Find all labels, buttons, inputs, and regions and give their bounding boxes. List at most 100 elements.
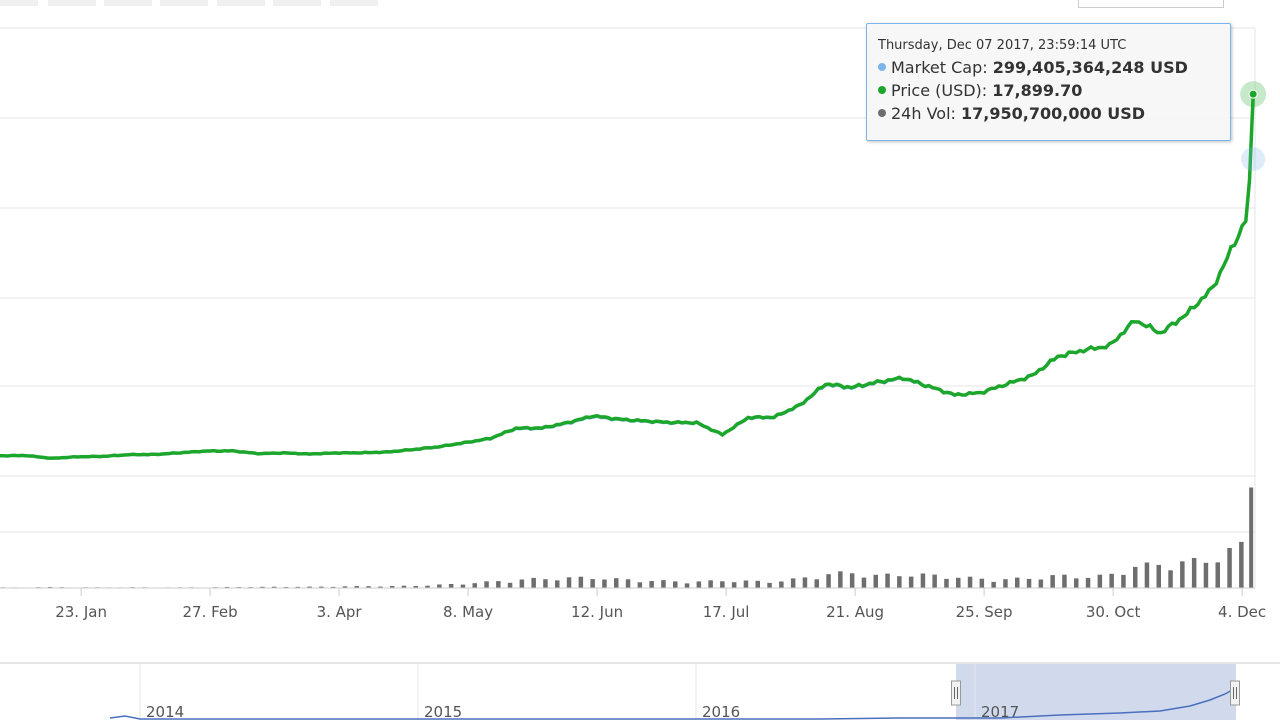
tooltip-label: Price (USD) [891,81,982,100]
navigator-year-label: 2016 [702,703,740,720]
x-tick-label: 8. May [443,603,493,621]
volume-bar [1215,562,1220,588]
navigator-year-label: 2014 [146,703,184,720]
volume-bar [1144,562,1150,588]
price-dot-icon [878,86,886,94]
x-tick-label: 17. Jul [703,603,750,621]
volume-bar [437,584,442,588]
volume-bar [1109,573,1114,588]
volume-bar [1074,578,1079,588]
volume-bar [720,581,725,588]
volume-bar [1227,548,1232,588]
navigator-year-label: 2015 [424,703,462,720]
volume-bar [566,577,572,588]
volume-bar [1168,570,1173,588]
volume-bar [1156,564,1161,588]
volume-bars [0,487,1254,588]
tooltip-label: Market Cap [891,58,983,77]
volume-bar [991,581,996,588]
volume-bar [319,586,324,588]
volume-bar [1038,579,1044,588]
volume-bar [448,584,454,588]
navigator-year-label: 2017 [981,703,1019,720]
range-button[interactable] [273,0,321,6]
market-cap-hover-halo [1241,147,1266,172]
x-tick-label: 27. Feb [182,603,237,621]
volume-bar [673,581,678,588]
volume-bar [932,574,937,588]
tooltip-label: 24h Vol [891,104,951,123]
range-button[interactable] [217,0,265,6]
tooltip-value: 299,405,364,248 USD [992,58,1188,77]
market-cap-dot-icon [878,63,886,71]
volume-bar [1133,566,1138,588]
range-button[interactable] [330,0,378,6]
x-axis: 23. Jan 27. Feb 3. Apr 8. May 12. Jun 17. Jul… [0,587,1266,621]
volume-bar [956,577,961,588]
volume-bar [637,582,643,588]
volume-bar [425,585,430,588]
volume-bar [496,581,501,588]
x-tick-label: 12. Jun [571,603,623,621]
tooltip-value: 17,950,700,000 USD [961,104,1146,123]
navigator-selection [956,664,1236,720]
volume-bar [1121,574,1126,588]
volume-bar [543,579,548,588]
range-button[interactable] [160,0,208,6]
navigator[interactable]: 2014 2015 2016 2017 [0,662,1280,720]
volume-bar [484,581,489,588]
volume-bar [873,574,878,588]
volume-bar [1239,541,1244,588]
tooltip-row-volume: 24h Vol: 17,950,700,000 USD [878,102,1220,125]
range-button[interactable] [48,0,96,6]
range-button[interactable] [0,0,38,6]
volume-bar [779,581,784,588]
volume-bar [838,571,843,588]
volume-bar [625,579,631,588]
volume-bar [1003,579,1008,588]
volume-bar [849,573,855,588]
volume-bar [649,581,654,588]
volume-bar [861,577,867,588]
market-cap-line [0,94,1255,460]
volume-bar [1097,574,1103,588]
hover-markers [1240,81,1267,172]
volume-bar [814,579,819,588]
volume-bar [1085,577,1091,588]
volume-bar [826,574,831,588]
volume-bar [413,586,418,588]
volume-bar [507,582,513,588]
chart-tooltip: Thursday, Dec 07 2017, 23:59:14 UTC Mark… [866,23,1231,141]
volume-bar [472,583,477,588]
price-hover-marker [1248,89,1258,99]
volume-bar [1062,574,1067,588]
volume-bar [342,586,348,588]
volume-bar [354,586,359,588]
volume-bar [1203,562,1209,588]
volume-bar [602,579,607,588]
range-button[interactable] [104,0,152,6]
volume-bar [979,578,985,588]
x-tick-label: 25. Sep [956,603,1013,621]
volume-bar [295,586,300,588]
volume-bar [743,580,749,588]
volume-bar [767,582,772,588]
volume-bar [696,581,702,588]
volume-bar [389,586,395,588]
date-range-input[interactable] [1078,0,1224,8]
x-tick-label: 21. Aug [826,603,884,621]
volume-bar [1050,575,1055,588]
volume-bar [1191,558,1197,588]
x-tick-label: 3. Apr [317,603,363,621]
volume-bar [684,583,690,588]
tooltip-value: 17,899.70 [992,81,1083,100]
price-lines[interactable] [0,94,1255,460]
volume-bar [366,586,371,588]
volume-dot-icon [878,109,886,117]
volume-bar [708,580,713,588]
volume-bar [555,580,560,588]
volume-bar [967,576,973,588]
volume-bar [790,578,796,588]
volume-bar [755,580,760,588]
